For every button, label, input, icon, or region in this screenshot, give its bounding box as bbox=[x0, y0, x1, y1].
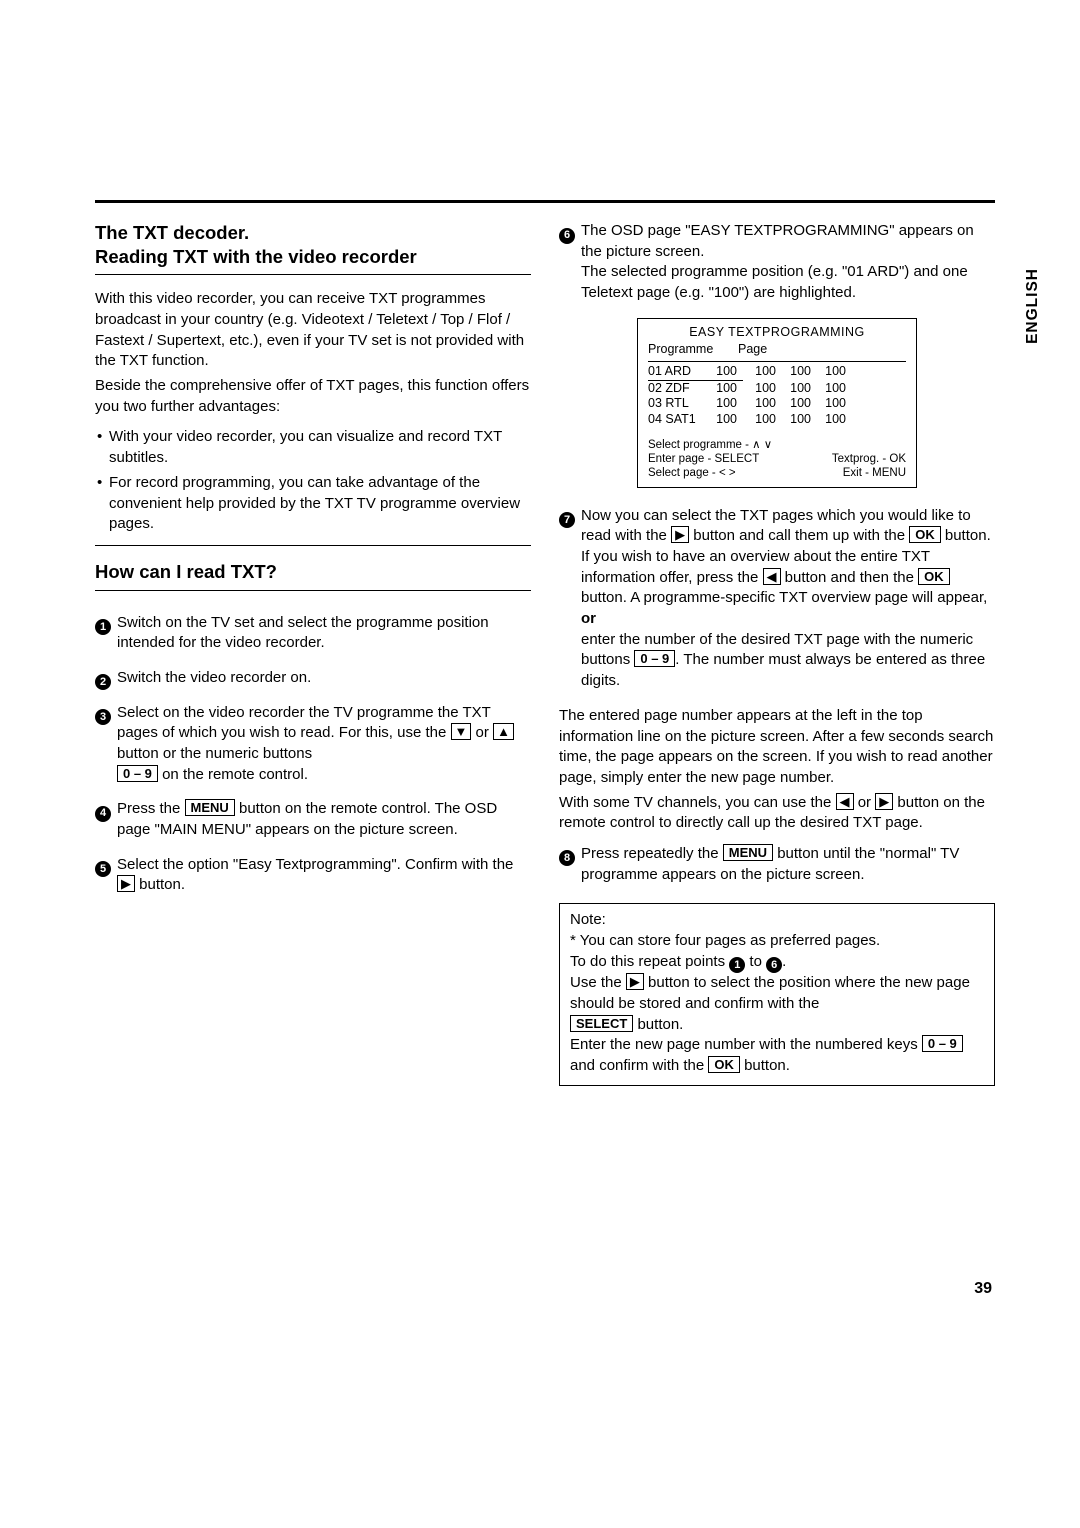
rule bbox=[95, 590, 531, 591]
osd-easy-textprogramming: EASY TEXTPROGRAMMING Programme Page 01 A… bbox=[637, 318, 917, 488]
bullet-2: For record programming, you can take adv… bbox=[95, 473, 531, 535]
page-number: 39 bbox=[974, 1280, 992, 1298]
title-line2: Reading TXT with the video recorder bbox=[95, 246, 417, 267]
key-0-9: 0 – 9 bbox=[922, 1035, 963, 1052]
step-2: 2 Switch the video recorder on. bbox=[95, 668, 531, 689]
ref-num-1: 1 bbox=[729, 957, 745, 973]
step-7: 7 Now you can select the TXT pages which… bbox=[559, 506, 995, 692]
key-down: ▼ bbox=[451, 723, 472, 740]
key-select: SELECT bbox=[570, 1015, 633, 1032]
osd-row: 02 ZDF100100100100 bbox=[648, 381, 906, 397]
note-box: Note: * You can store four pages as pref… bbox=[559, 903, 995, 1085]
step-2-text: Switch the video recorder on. bbox=[117, 668, 531, 689]
osd-footer: Select programme - ∧ ∨ Enter page - SELE… bbox=[648, 438, 906, 481]
note-line-2: To do this repeat points 1 to 6. bbox=[570, 952, 984, 974]
right-column: 6 The OSD page "EASY TEXTPROGRAMMING" ap… bbox=[559, 221, 995, 1086]
key-ok: OK bbox=[909, 526, 941, 543]
osd-row: 03 RTL100100100100 bbox=[648, 396, 906, 412]
step-num-4: 4 bbox=[95, 806, 111, 822]
step-1: 1 Switch on the TV set and select the pr… bbox=[95, 613, 531, 654]
top-rule bbox=[95, 200, 995, 203]
note-title: Note: bbox=[570, 910, 984, 931]
key-ok: OK bbox=[918, 568, 950, 585]
step-6: 6 The OSD page "EASY TEXTPROGRAMMING" ap… bbox=[559, 221, 995, 304]
key-0-9: 0 – 9 bbox=[117, 765, 158, 782]
step-4-text: Press the MENU button on the remote cont… bbox=[117, 799, 531, 840]
osd-f1: Select programme - ∧ ∨ bbox=[648, 438, 772, 452]
page-body: The TXT decoder. Reading TXT with the vi… bbox=[95, 200, 995, 1086]
language-tab: ENGLISH bbox=[1024, 268, 1042, 344]
step-6-text: The OSD page "EASY TEXTPROGRAMMING" appe… bbox=[581, 221, 995, 304]
ref-num-6: 6 bbox=[766, 957, 782, 973]
osd-row: 04 SAT1100100100100 bbox=[648, 412, 906, 428]
key-right: ▶ bbox=[626, 973, 644, 990]
osd-f3r: Exit - MENU bbox=[843, 466, 906, 480]
intro-para-1: With this video recorder, you can receiv… bbox=[95, 289, 531, 372]
bullet-1: With your video recorder, you can visual… bbox=[95, 427, 531, 468]
step-1-text: Switch on the TV set and select the prog… bbox=[117, 613, 531, 654]
step-3-text: Select on the video recorder the TV prog… bbox=[117, 703, 531, 786]
intro-para-2: Beside the comprehensive offer of TXT pa… bbox=[95, 376, 531, 417]
advantages-list: With your video recorder, you can visual… bbox=[95, 427, 531, 534]
key-left: ◀ bbox=[836, 793, 854, 810]
left-column: The TXT decoder. Reading TXT with the vi… bbox=[95, 221, 531, 1086]
rule bbox=[95, 274, 531, 275]
step-3: 3 Select on the video recorder the TV pr… bbox=[95, 703, 531, 786]
step-num-1: 1 bbox=[95, 619, 111, 635]
note-line-1: * You can store four pages as preferred … bbox=[570, 931, 984, 952]
mid-para-1: The entered page number appears at the l… bbox=[559, 706, 995, 789]
osd-header: Programme Page bbox=[648, 342, 906, 358]
mid-para-2: With some TV channels, you can use the ◀… bbox=[559, 793, 995, 834]
step-num-3: 3 bbox=[95, 709, 111, 725]
step-8-text: Press repeatedly the MENU button until t… bbox=[581, 844, 995, 885]
section-title-txt-decoder: The TXT decoder. Reading TXT with the vi… bbox=[95, 221, 531, 268]
step-5-text: Select the option "Easy Textprogramming"… bbox=[117, 855, 531, 896]
step-num-7: 7 bbox=[559, 512, 575, 528]
note-line-4: Enter the new page number with the numbe… bbox=[570, 1035, 984, 1076]
key-menu: MENU bbox=[723, 844, 773, 861]
mid-paragraph: The entered page number appears at the l… bbox=[559, 706, 995, 834]
key-up: ▲ bbox=[493, 723, 514, 740]
step-5: 5 Select the option "Easy Textprogrammin… bbox=[95, 855, 531, 896]
step-8: 8 Press repeatedly the MENU button until… bbox=[559, 844, 995, 885]
step-num-6: 6 bbox=[559, 228, 575, 244]
osd-row: 01 ARD100100100100 bbox=[648, 361, 906, 381]
step-num-5: 5 bbox=[95, 861, 111, 877]
key-right: ▶ bbox=[875, 793, 893, 810]
step-4: 4 Press the MENU button on the remote co… bbox=[95, 799, 531, 840]
key-right: ▶ bbox=[117, 875, 135, 892]
key-0-9: 0 – 9 bbox=[634, 650, 675, 667]
osd-f3l: Select page - < > bbox=[648, 466, 736, 480]
key-ok: OK bbox=[708, 1056, 740, 1073]
osd-rows: 01 ARD10010010010002 ZDF10010010010003 R… bbox=[648, 361, 906, 428]
title-line1: The TXT decoder. bbox=[95, 222, 249, 243]
key-right: ▶ bbox=[671, 526, 689, 543]
or-word: or bbox=[581, 610, 596, 627]
osd-title: EASY TEXTPROGRAMMING bbox=[648, 325, 906, 341]
key-menu: MENU bbox=[185, 799, 235, 816]
osd-f2l: Enter page - SELECT bbox=[648, 452, 759, 466]
rule bbox=[95, 545, 531, 546]
key-left: ◀ bbox=[763, 568, 781, 585]
note-line-3: Use the ▶ button to select the position … bbox=[570, 973, 984, 1035]
step-num-2: 2 bbox=[95, 674, 111, 690]
osd-col-page: Page bbox=[738, 342, 767, 358]
step-7-text: Now you can select the TXT pages which y… bbox=[581, 506, 995, 692]
section-title-how-read: How can I read TXT? bbox=[95, 560, 531, 584]
osd-col-programme: Programme bbox=[648, 342, 738, 358]
step-num-8: 8 bbox=[559, 850, 575, 866]
osd-f2r: Textprog. - OK bbox=[832, 452, 906, 466]
